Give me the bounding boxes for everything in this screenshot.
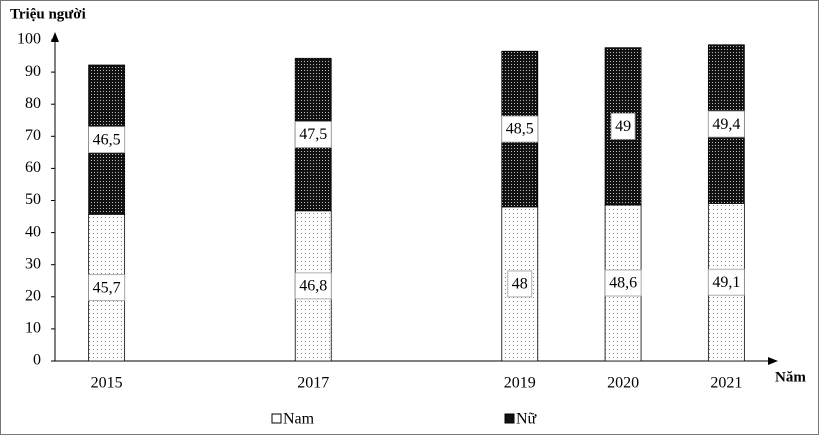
legend-label: Nữ <box>516 411 538 428</box>
legend-marker <box>504 413 515 424</box>
value-label: 46,8 <box>299 278 327 295</box>
value-label: 45,7 <box>93 279 121 296</box>
value-label-box <box>294 272 332 300</box>
value-label-box <box>604 269 642 297</box>
y-tick-label: 50 <box>25 191 41 208</box>
y-axis-title: Triệu người <box>10 6 86 22</box>
x-tick-label: 2017 <box>297 375 329 392</box>
value-label: 47,5 <box>299 126 327 143</box>
y-tick-label: 60 <box>25 159 41 176</box>
value-label-box <box>707 110 745 138</box>
y-tick-label: 20 <box>25 287 41 304</box>
x-tick-label: 2020 <box>607 375 639 392</box>
value-label-box <box>294 121 332 148</box>
y-tick-label: 30 <box>25 255 41 272</box>
x-axis-arrow <box>768 357 778 365</box>
x-tick-label: 2015 <box>91 375 123 392</box>
value-label-box <box>88 274 126 302</box>
x-tick-label: 2021 <box>710 375 742 392</box>
y-tick-label: 70 <box>25 127 41 144</box>
value-label-box <box>88 126 126 154</box>
value-label-box <box>610 112 636 140</box>
value-label: 49,4 <box>712 116 740 133</box>
y-tick-label: 80 <box>25 95 41 112</box>
value-label-box <box>501 115 539 143</box>
value-label: 46,5 <box>93 131 121 148</box>
value-label: 48 <box>512 276 528 293</box>
value-label: 48,5 <box>506 121 534 138</box>
y-tick-label: 10 <box>25 320 41 337</box>
value-label: 48,6 <box>609 275 637 292</box>
y-tick-label: 0 <box>33 352 41 369</box>
x-axis-title: Năm <box>775 369 806 385</box>
value-label: 49,1 <box>712 274 740 291</box>
x-tick-label: 2019 <box>504 375 536 392</box>
y-tick-label: 100 <box>17 31 41 48</box>
legend-marker <box>271 413 282 424</box>
value-label-box <box>707 268 745 296</box>
y-tick-label: 90 <box>25 63 41 80</box>
legend-label: Nam <box>283 411 315 428</box>
value-label: 49 <box>615 118 631 135</box>
y-tick-label: 40 <box>25 223 41 240</box>
value-label-box <box>507 270 533 298</box>
